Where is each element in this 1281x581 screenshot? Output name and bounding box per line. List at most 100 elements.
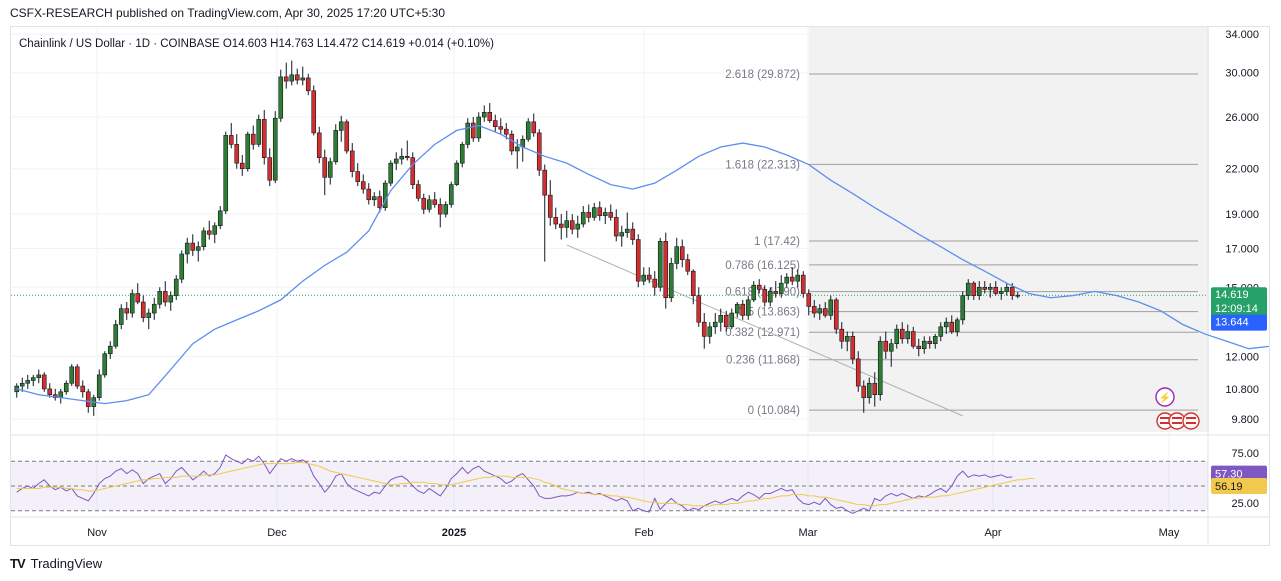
- candle-body: [525, 121, 531, 140]
- candle-body: [630, 228, 636, 240]
- candle-body: [63, 382, 69, 393]
- candle-body: [190, 242, 196, 251]
- candle-body: [250, 133, 256, 145]
- candle-body: [910, 331, 916, 347]
- candle-body: [811, 306, 817, 314]
- candle-body: [498, 126, 504, 130]
- fib-level-label: 0.786 (16.125): [725, 260, 800, 272]
- candle-body: [646, 274, 652, 280]
- candle-body: [135, 293, 141, 303]
- candle-body: [349, 150, 355, 172]
- candle-body: [756, 284, 762, 290]
- candle-body: [751, 284, 757, 301]
- candle-body: [965, 282, 971, 296]
- candle-body: [960, 295, 966, 321]
- candle-body: [217, 210, 223, 227]
- candle-body: [932, 336, 938, 344]
- candle-body: [184, 242, 190, 255]
- candle-body: [140, 301, 146, 318]
- candle-body: [311, 90, 317, 134]
- price-tick-label: 26.000: [1225, 112, 1259, 124]
- candle-body: [36, 374, 42, 378]
- rsi-ma-line: [16, 461, 1035, 507]
- candle-body: [613, 217, 619, 237]
- candle-body: [316, 132, 322, 158]
- tradingview-logo-text: TradingView: [30, 556, 103, 571]
- candle-body: [564, 220, 570, 228]
- candle-body: [234, 144, 240, 164]
- rsi-tick-label: 25.00: [1231, 498, 1259, 510]
- price-tick-label: 9.800: [1231, 414, 1259, 426]
- candle-body: [355, 171, 361, 182]
- chart-canvas[interactable]: 34.00030.00026.00022.00019.00017.00015.0…: [11, 27, 1269, 545]
- candle-body: [503, 128, 509, 135]
- candle-body: [800, 274, 806, 294]
- flag-stripe: [1160, 422, 1170, 424]
- candle-body: [635, 239, 641, 282]
- candle-body: [861, 385, 867, 398]
- candle-body: [459, 144, 465, 164]
- lightning-glyph: ⚡: [1159, 391, 1171, 404]
- candle-body: [206, 230, 212, 235]
- candle-body: [971, 282, 977, 296]
- price-tick-label: 30.000: [1225, 68, 1259, 80]
- candle-body: [173, 278, 179, 296]
- candle-body: [982, 286, 988, 290]
- candle-body: [877, 340, 883, 396]
- candle-body: [129, 293, 135, 314]
- candle-body: [558, 223, 564, 228]
- candle-body: [377, 196, 383, 208]
- flag-stripe: [1186, 422, 1196, 424]
- candle-body: [272, 117, 278, 181]
- candle-body: [888, 343, 894, 352]
- candle-body: [602, 212, 608, 217]
- price-tick-label: 12.000: [1225, 351, 1259, 363]
- candle-body: [146, 312, 152, 318]
- candle-body: [437, 204, 443, 215]
- candle-body: [575, 223, 581, 230]
- rsi-tick-label: 75.00: [1231, 448, 1259, 460]
- candle-body: [701, 321, 707, 337]
- candle-body: [894, 328, 900, 344]
- candle-body: [69, 366, 75, 384]
- candle-body: [734, 303, 740, 314]
- candle-body: [718, 315, 724, 323]
- rsi-ma-value-badge-bg: [1211, 478, 1267, 494]
- time-tick-label: Apr: [984, 527, 1001, 539]
- candle-body: [399, 156, 405, 160]
- candle-body: [696, 295, 702, 323]
- candle-body: [245, 133, 251, 170]
- candle-body: [228, 135, 234, 145]
- candle-body: [256, 119, 262, 145]
- fib-level-label: 1.618 (22.313): [725, 159, 800, 171]
- time-tick-label: Feb: [635, 527, 654, 539]
- candle-body: [415, 184, 421, 199]
- candle-body: [80, 385, 86, 393]
- tradingview-logo[interactable]: TV TradingView: [10, 556, 102, 571]
- price-tick-label: 34.000: [1225, 29, 1259, 41]
- candle-body: [151, 303, 157, 314]
- price-tick-label: 10.800: [1225, 384, 1259, 396]
- candle-body: [987, 286, 993, 290]
- candle-body: [569, 220, 575, 230]
- candle-body: [850, 336, 856, 360]
- candle-body: [470, 122, 476, 139]
- candle-body: [410, 157, 416, 185]
- ma-value-badge-bg: [1211, 314, 1267, 331]
- candle-body: [674, 246, 680, 264]
- candle-body: [597, 207, 603, 217]
- candle-body: [157, 291, 163, 305]
- candle-body: [740, 303, 746, 316]
- last-price-badge-bg: [1211, 287, 1267, 318]
- candle-body: [762, 289, 768, 303]
- candle-body: [833, 299, 839, 330]
- event-lightning-icon: [1155, 387, 1175, 407]
- candle-body: [828, 299, 834, 316]
- candle-body: [371, 196, 377, 201]
- candle-body: [19, 382, 25, 387]
- chart-frame[interactable]: 34.00030.00026.00022.00019.00017.00015.0…: [10, 26, 1270, 546]
- fib-level-label: 0.5 (13.863): [738, 307, 800, 319]
- time-tick-label: Nov: [87, 527, 107, 539]
- candle-body: [866, 382, 872, 398]
- candle-body: [608, 212, 614, 218]
